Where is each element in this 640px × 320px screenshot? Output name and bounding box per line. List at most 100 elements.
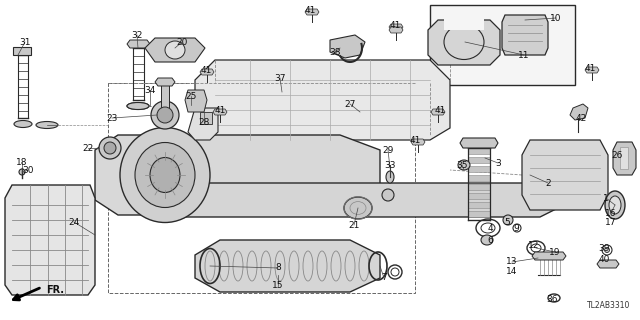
Ellipse shape	[135, 142, 195, 207]
Text: 38: 38	[329, 47, 340, 57]
Text: 18: 18	[16, 157, 28, 166]
Text: 6: 6	[487, 236, 493, 244]
Polygon shape	[502, 15, 548, 55]
Text: 15: 15	[272, 282, 284, 291]
Ellipse shape	[344, 197, 372, 219]
Text: 41: 41	[584, 63, 596, 73]
Polygon shape	[5, 185, 95, 295]
Text: 29: 29	[382, 146, 394, 155]
Text: 35: 35	[456, 161, 468, 170]
Text: 14: 14	[506, 268, 518, 276]
Polygon shape	[145, 38, 205, 62]
Text: 24: 24	[68, 218, 79, 227]
Polygon shape	[95, 135, 380, 215]
Text: 34: 34	[144, 85, 156, 94]
Ellipse shape	[157, 107, 173, 123]
Polygon shape	[468, 166, 490, 172]
Ellipse shape	[151, 101, 179, 129]
Bar	[108, 83, 415, 293]
Text: 21: 21	[348, 220, 360, 229]
Text: 22: 22	[83, 143, 93, 153]
Ellipse shape	[19, 169, 25, 175]
Polygon shape	[468, 202, 490, 208]
Polygon shape	[195, 240, 380, 292]
Polygon shape	[155, 78, 175, 86]
Text: 41: 41	[410, 135, 420, 145]
Polygon shape	[185, 90, 207, 112]
Text: 41: 41	[304, 5, 316, 14]
Polygon shape	[389, 24, 403, 30]
Polygon shape	[597, 260, 619, 268]
Polygon shape	[468, 193, 490, 199]
Text: 41: 41	[200, 66, 212, 75]
Polygon shape	[468, 148, 490, 154]
Text: 20: 20	[176, 37, 188, 46]
Polygon shape	[570, 104, 588, 120]
Ellipse shape	[36, 122, 58, 129]
Bar	[430, 5, 575, 85]
Text: 9: 9	[513, 223, 519, 233]
Text: 41: 41	[214, 106, 226, 115]
Ellipse shape	[104, 142, 116, 154]
Ellipse shape	[127, 102, 149, 109]
Polygon shape	[431, 109, 445, 115]
Text: 1: 1	[603, 194, 609, 203]
Text: 11: 11	[518, 51, 530, 60]
Ellipse shape	[609, 196, 621, 214]
Text: 17: 17	[605, 218, 617, 227]
Polygon shape	[188, 108, 218, 140]
Text: 4: 4	[487, 223, 493, 233]
Text: 16: 16	[605, 209, 617, 218]
Ellipse shape	[458, 160, 470, 170]
Polygon shape	[468, 184, 490, 190]
Polygon shape	[389, 27, 403, 33]
Text: 31: 31	[19, 37, 31, 46]
Text: 26: 26	[611, 150, 623, 159]
Text: FR.: FR.	[46, 285, 64, 295]
Text: 7: 7	[381, 274, 387, 283]
Ellipse shape	[127, 102, 149, 109]
Polygon shape	[468, 211, 490, 217]
Text: 19: 19	[549, 247, 561, 257]
Text: 37: 37	[275, 74, 285, 83]
Bar	[444, 15, 484, 30]
Text: 41: 41	[389, 20, 401, 29]
Polygon shape	[540, 188, 600, 207]
Polygon shape	[522, 140, 608, 210]
Text: 36: 36	[547, 295, 557, 305]
Ellipse shape	[382, 189, 394, 201]
Text: 25: 25	[186, 92, 196, 100]
Ellipse shape	[605, 191, 625, 219]
Polygon shape	[428, 20, 500, 65]
Text: 39: 39	[598, 244, 610, 252]
Polygon shape	[195, 60, 450, 140]
Text: 2: 2	[545, 179, 551, 188]
Ellipse shape	[150, 157, 180, 193]
Polygon shape	[213, 109, 227, 115]
Polygon shape	[305, 9, 319, 15]
Text: 5: 5	[504, 218, 510, 227]
Polygon shape	[127, 40, 150, 48]
Text: TL2AB3310: TL2AB3310	[587, 301, 630, 310]
Ellipse shape	[165, 41, 185, 59]
Ellipse shape	[386, 171, 394, 183]
Ellipse shape	[503, 215, 513, 225]
Polygon shape	[468, 157, 490, 163]
Text: 12: 12	[528, 241, 540, 250]
Ellipse shape	[120, 127, 210, 222]
Text: 30: 30	[22, 165, 34, 174]
Polygon shape	[165, 183, 560, 217]
Bar	[13, 47, 31, 55]
Polygon shape	[613, 142, 636, 175]
Polygon shape	[532, 252, 566, 260]
Bar	[161, 85, 169, 115]
Polygon shape	[460, 138, 498, 148]
Text: 23: 23	[106, 114, 118, 123]
Polygon shape	[200, 69, 214, 75]
Text: 10: 10	[550, 13, 562, 22]
Text: 13: 13	[506, 258, 518, 267]
Bar	[200, 112, 212, 124]
Text: 28: 28	[198, 117, 210, 126]
Text: 3: 3	[495, 158, 501, 167]
Ellipse shape	[14, 121, 32, 127]
